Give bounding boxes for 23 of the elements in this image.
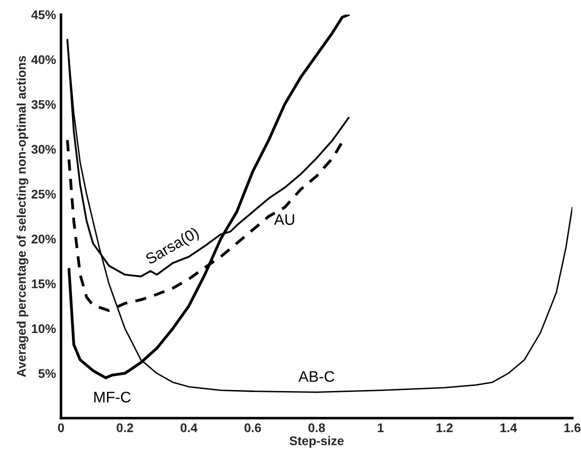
y-tick-label: 20% xyxy=(32,234,56,244)
x-tick-label: 0 xyxy=(58,423,64,432)
x-tick-label: 0.4 xyxy=(180,423,198,432)
y-tick-label: 40% xyxy=(31,55,56,64)
x-tick-label: 0.6 xyxy=(244,423,261,432)
y-tick-label: 45% xyxy=(31,10,56,20)
x-tick-label: 1 xyxy=(378,423,384,432)
y-tick-label: 35% xyxy=(31,100,56,109)
x-axis-title: Step-size xyxy=(290,436,344,448)
x-tick-label: 1.6 xyxy=(564,423,581,432)
y-tick-label: 15% xyxy=(32,279,56,288)
x-tick-label: 0.2 xyxy=(116,423,134,432)
x-tick-label: 1.2 xyxy=(436,423,453,432)
x-tick-label: 1.4 xyxy=(500,423,517,432)
x-tick-label: 0.8 xyxy=(308,423,325,432)
y-tick-label: 25% xyxy=(32,190,56,199)
y-tick-label: 30% xyxy=(31,144,56,154)
y-tick-label: 5% xyxy=(38,369,56,378)
y-tick-label: 10% xyxy=(32,324,56,334)
y-axis-title: Averaged percentage of selecting non-optimal actions xyxy=(16,56,28,377)
series-label: AB-C xyxy=(298,371,334,382)
series-label: AU xyxy=(274,214,294,225)
series-label: MF-C xyxy=(94,392,131,403)
